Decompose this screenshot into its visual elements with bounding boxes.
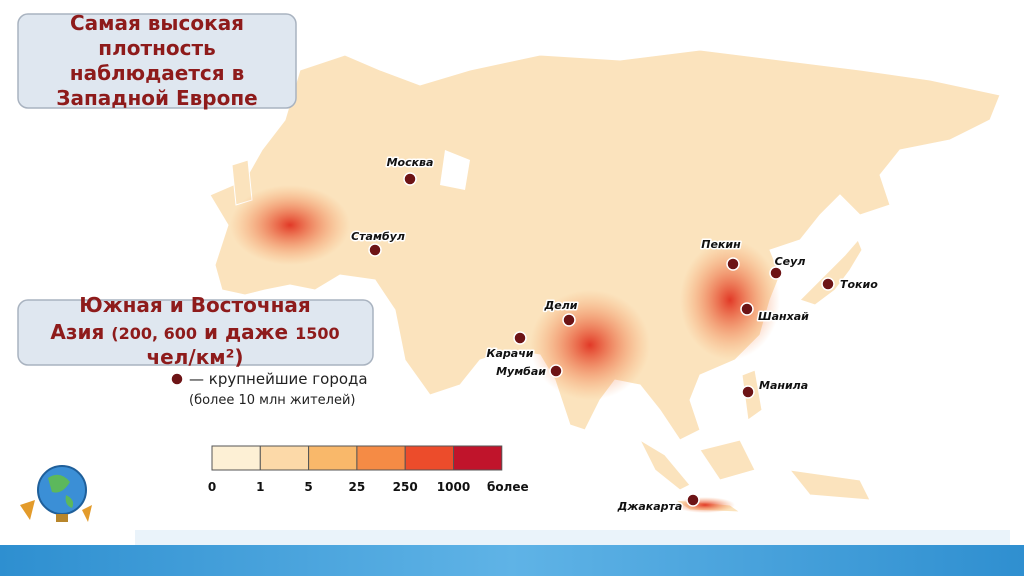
legend-marker [170, 372, 184, 386]
java-dense [675, 497, 735, 513]
callout-line: Южная и Восточная [79, 293, 311, 317]
callout-part: 1500 [295, 324, 340, 343]
scale-swatch [211, 445, 261, 471]
europe-dense [230, 185, 350, 265]
callout-line: плотность [98, 36, 215, 60]
scale-label: 25 [349, 480, 366, 494]
city-label: Карачи [487, 347, 534, 360]
city-label: Стамбул [351, 230, 405, 243]
callout-line: наблюдается в [70, 61, 245, 85]
city-label: Москва [387, 156, 434, 169]
city-marker [403, 172, 417, 186]
borneo [699, 439, 756, 481]
city-label: Мумбаи [496, 365, 546, 378]
city-marker [513, 331, 527, 345]
scale-swatch [453, 445, 503, 471]
scale-swatch [356, 445, 406, 471]
footer-panel [135, 530, 1010, 545]
sumatra [638, 438, 691, 491]
city-label: Шанхай [758, 310, 809, 323]
scale-label: более [487, 480, 529, 494]
city-marker [741, 385, 755, 399]
density-scale: 0 1 5 25 250 1000 более [208, 445, 529, 494]
footer-band [0, 545, 1024, 576]
callout-line: Азия (200, 600 и даже 1500 [50, 320, 339, 344]
scale-swatch [259, 445, 310, 471]
city-marker [549, 364, 563, 378]
scale-label: 1000 [437, 480, 470, 494]
city-label: Сеул [775, 255, 806, 268]
callout-part: и даже [204, 320, 288, 344]
city-marker [821, 277, 835, 291]
globe-icon [20, 465, 92, 522]
scale-label: 1 [256, 480, 264, 494]
caspian-sea [440, 150, 470, 190]
city-marker [769, 266, 783, 280]
new-guinea [788, 469, 871, 501]
scale-label: 250 [393, 480, 418, 494]
city-label: Манила [759, 379, 808, 392]
china-dense [680, 240, 780, 360]
scale-label: 5 [304, 480, 312, 494]
city-label: Пекин [701, 238, 741, 251]
callout-part: (200, 600 [111, 324, 197, 343]
city-marker [726, 257, 740, 271]
scale-swatch [404, 445, 455, 471]
city-marker [562, 313, 576, 327]
scale-label: 0 [208, 480, 216, 494]
callout-line: чел/км²) [146, 345, 243, 369]
callout-line: Западной Европе [56, 86, 257, 110]
map [209, 49, 1001, 513]
city-marker [740, 302, 754, 316]
callout-line: Самая высокая [70, 11, 244, 35]
city-marker [686, 493, 700, 507]
city-marker [368, 243, 382, 257]
legend-note: (более 10 млн жителей) [189, 393, 355, 408]
callout-part: Азия [50, 320, 104, 344]
city-label: Токио [840, 278, 878, 291]
city-label: Джакарта [617, 500, 683, 513]
japan [799, 239, 863, 306]
callout-box [17, 299, 374, 366]
legend-label: — крупнейшие города [189, 370, 368, 388]
city-label: Дели [543, 299, 577, 312]
cities: Москва Стамбул Пекин Сеул Токио Дели Шан… [350, 155, 880, 515]
scale-swatch [308, 445, 358, 471]
callout-box [17, 13, 297, 109]
